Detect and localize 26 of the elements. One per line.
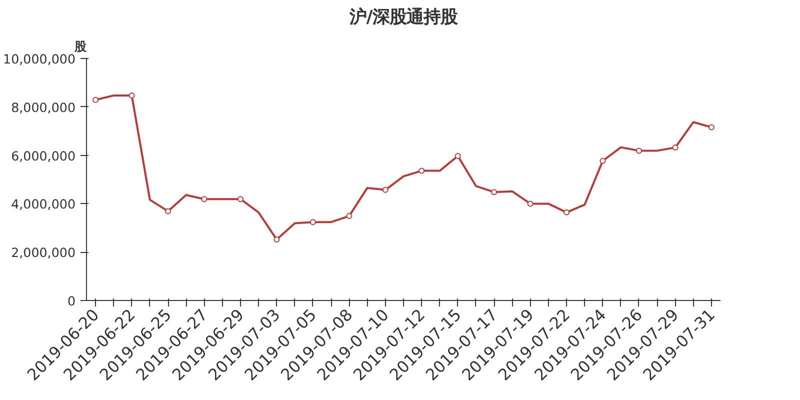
- y-axis-title: 股: [74, 40, 88, 54]
- point: [418, 168, 425, 174]
- point: [237, 196, 244, 202]
- point: [527, 200, 534, 207]
- point: [92, 96, 99, 103]
- point: [708, 124, 714, 130]
- point: [454, 153, 461, 160]
- point: [274, 236, 280, 243]
- point: [491, 189, 498, 196]
- point: [564, 209, 570, 216]
- chart-title: 沪/深股通持股: [348, 8, 459, 28]
- y-tick-label: 0: [67, 294, 76, 308]
- point: [128, 92, 135, 99]
- point: [346, 213, 352, 220]
- point: [165, 208, 172, 214]
- point: [310, 219, 316, 226]
- y-tick-label: 8,000,000: [11, 100, 76, 115]
- point: [201, 196, 208, 202]
- y-tick-label: 4,000,000: [11, 196, 76, 212]
- y-tick-label: 2,000,000: [11, 245, 76, 260]
- point: [382, 186, 388, 193]
- point: [636, 148, 642, 154]
- point: [600, 158, 606, 164]
- y-tick-label: 10,000,000: [3, 52, 76, 66]
- y-tick-label: 6,000,000: [11, 148, 76, 164]
- point: [672, 144, 678, 151]
